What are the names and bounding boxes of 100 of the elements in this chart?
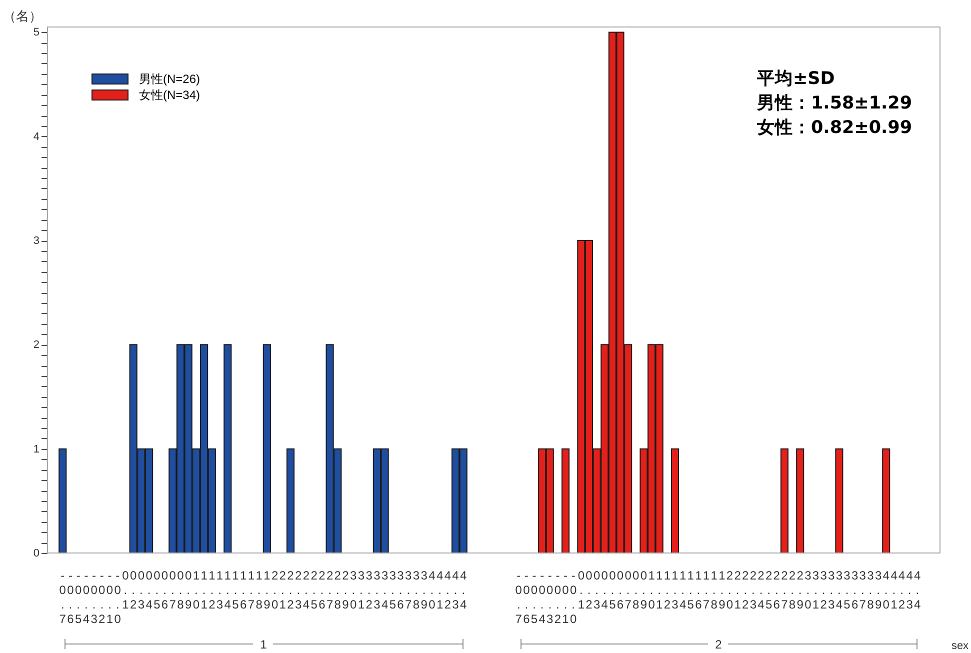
- x-tick-label: 0.5: [154, 568, 161, 612]
- annotation: 平均±SD: [756, 69, 835, 89]
- x-tick-label: 1.0: [648, 568, 656, 612]
- x-tick-label: 0.1: [578, 568, 585, 612]
- x-tick-label: 2.3: [295, 568, 302, 612]
- x-tick-label: 1.7: [248, 568, 255, 612]
- bar: [670, 448, 680, 554]
- x-tick-label: -0.0: [570, 568, 578, 626]
- x-tick-label: -0.7: [59, 568, 66, 626]
- x-tick-label: 1.3: [672, 568, 679, 612]
- x-tick-label: -0.3: [546, 568, 554, 626]
- x-tick-label: -0.2: [554, 568, 562, 626]
- x-tick-label: 1.5: [232, 568, 240, 612]
- x-tick-label: 1.3: [216, 568, 224, 612]
- y-tick-label: 3: [33, 235, 40, 248]
- x-tick-label: 3.1: [358, 568, 365, 612]
- x-axis-title: 2: [715, 638, 722, 652]
- x-tick-label: 3.4: [381, 568, 388, 612]
- x-tick-label: -0.6: [523, 568, 530, 626]
- legend-label: 女性(N=34): [139, 88, 200, 102]
- annotation: 男性：1.58±1.29: [756, 94, 912, 114]
- x-tick-label: -0.3: [90, 568, 98, 626]
- x-tick-label: 0.7: [169, 568, 176, 612]
- x-tick-label: 4.1: [890, 568, 898, 612]
- x-tick-label: 2.9: [342, 568, 350, 612]
- x-tick-label: -0.4: [538, 568, 546, 626]
- x-tick-label: 4.1: [436, 568, 444, 612]
- x-tick-label: 1.5: [687, 568, 694, 612]
- x-tick-label: 1.9: [718, 568, 726, 612]
- x-tick-label: 1.8: [710, 568, 718, 612]
- x-tick-label: 4.4: [460, 568, 468, 612]
- x-tick-label: 1.2: [664, 568, 671, 612]
- x-tick-label: 2.0: [726, 568, 734, 612]
- x-tick-label: 0.2: [130, 568, 137, 612]
- x-tick-label: 3.3: [828, 568, 836, 612]
- x-tick-label: -0.7: [515, 568, 522, 626]
- x-tick-label: 2.5: [765, 568, 772, 612]
- x-tick-label: 1.6: [695, 568, 702, 612]
- x-tick-label: 2.4: [302, 568, 310, 612]
- x-tick-label: 3.2: [820, 568, 828, 612]
- x-tick-label: 0.3: [138, 568, 145, 612]
- x-tick-label: 4.0: [428, 568, 436, 612]
- x-tick-label: 2.6: [773, 568, 780, 612]
- x-tick-label: 3.8: [867, 568, 874, 612]
- x-tick-label: 3.1: [812, 568, 820, 612]
- x-tick-label: 4.4: [914, 568, 922, 612]
- bar: [562, 448, 570, 554]
- x-tick-label: 0.1: [122, 568, 130, 612]
- x-tick-label: 4.0: [882, 568, 890, 612]
- x-tick-label: 3.5: [389, 568, 396, 612]
- x-tick-label: 4.2: [444, 568, 452, 612]
- x-tick-label: 2.3: [750, 568, 757, 612]
- x-tick-label: 0.8: [632, 568, 640, 612]
- bar: [780, 448, 788, 554]
- x-tick-label: -0.2: [98, 568, 106, 626]
- x-tick-label: -0.5: [74, 568, 82, 626]
- x-tick-label: 0.6: [616, 568, 624, 612]
- x-tick-label: 2.9: [796, 568, 804, 612]
- x-tick-label: 1.1: [200, 568, 208, 612]
- x-tick-label: 2.5: [310, 568, 318, 612]
- x-tick-label: 3.2: [366, 568, 373, 612]
- x-tick-label: 2.8: [788, 568, 796, 612]
- x-tick-label: -0.0: [114, 568, 122, 626]
- x-tick-label: 0.4: [601, 568, 608, 612]
- y-tick-label: 1: [33, 443, 40, 456]
- bar: [882, 448, 890, 554]
- text: sex: [951, 640, 970, 652]
- x-tick-label: 3.4: [836, 568, 843, 612]
- x-tick-label: 3.3: [374, 568, 381, 612]
- x-tick-label: 2.6: [318, 568, 326, 612]
- x-tick-label: 1.7: [702, 568, 710, 612]
- x-tick-label: 2.1: [734, 568, 742, 612]
- y-tick-label: 2: [33, 339, 40, 352]
- x-tick-label: -0.1: [562, 568, 570, 626]
- x-tick-label: 3.6: [397, 568, 404, 612]
- x-tick-label: 4.3: [452, 568, 460, 612]
- x-axis-title: 1: [260, 638, 268, 652]
- x-tick-label: 2.8: [334, 568, 342, 612]
- y-axis-title: （名）: [3, 8, 42, 24]
- x-tick-label: 3.9: [420, 568, 428, 612]
- x-tick-label: 1.4: [224, 568, 232, 612]
- bar: [796, 448, 804, 554]
- x-tick-label: 2.1: [279, 568, 286, 612]
- x-tick-label: 3.7: [859, 568, 866, 612]
- x-tick-label: 2.2: [742, 568, 750, 612]
- x-tick-label: 3.8: [412, 568, 420, 612]
- y-tick-label: 4: [33, 130, 40, 143]
- x-tick-label: 4.3: [906, 568, 914, 612]
- x-tick-label: -0.4: [82, 568, 90, 626]
- x-tick-label: 2.2: [287, 568, 294, 612]
- x-tick-label: 0.4: [146, 568, 153, 612]
- x-tick-label: 0.9: [185, 568, 192, 612]
- x-tick-label: 2.0: [271, 568, 278, 612]
- x-tick-label: 0.6: [161, 568, 168, 612]
- x-tick-label: -0.5: [530, 568, 538, 626]
- legend-label: 男性(N=26): [139, 72, 200, 86]
- x-tick-label: 1.0: [192, 568, 200, 612]
- x-tick-label: 3.0: [804, 568, 812, 612]
- x-tick-label: 0.2: [586, 568, 593, 612]
- y-tick-label: 5: [33, 26, 40, 39]
